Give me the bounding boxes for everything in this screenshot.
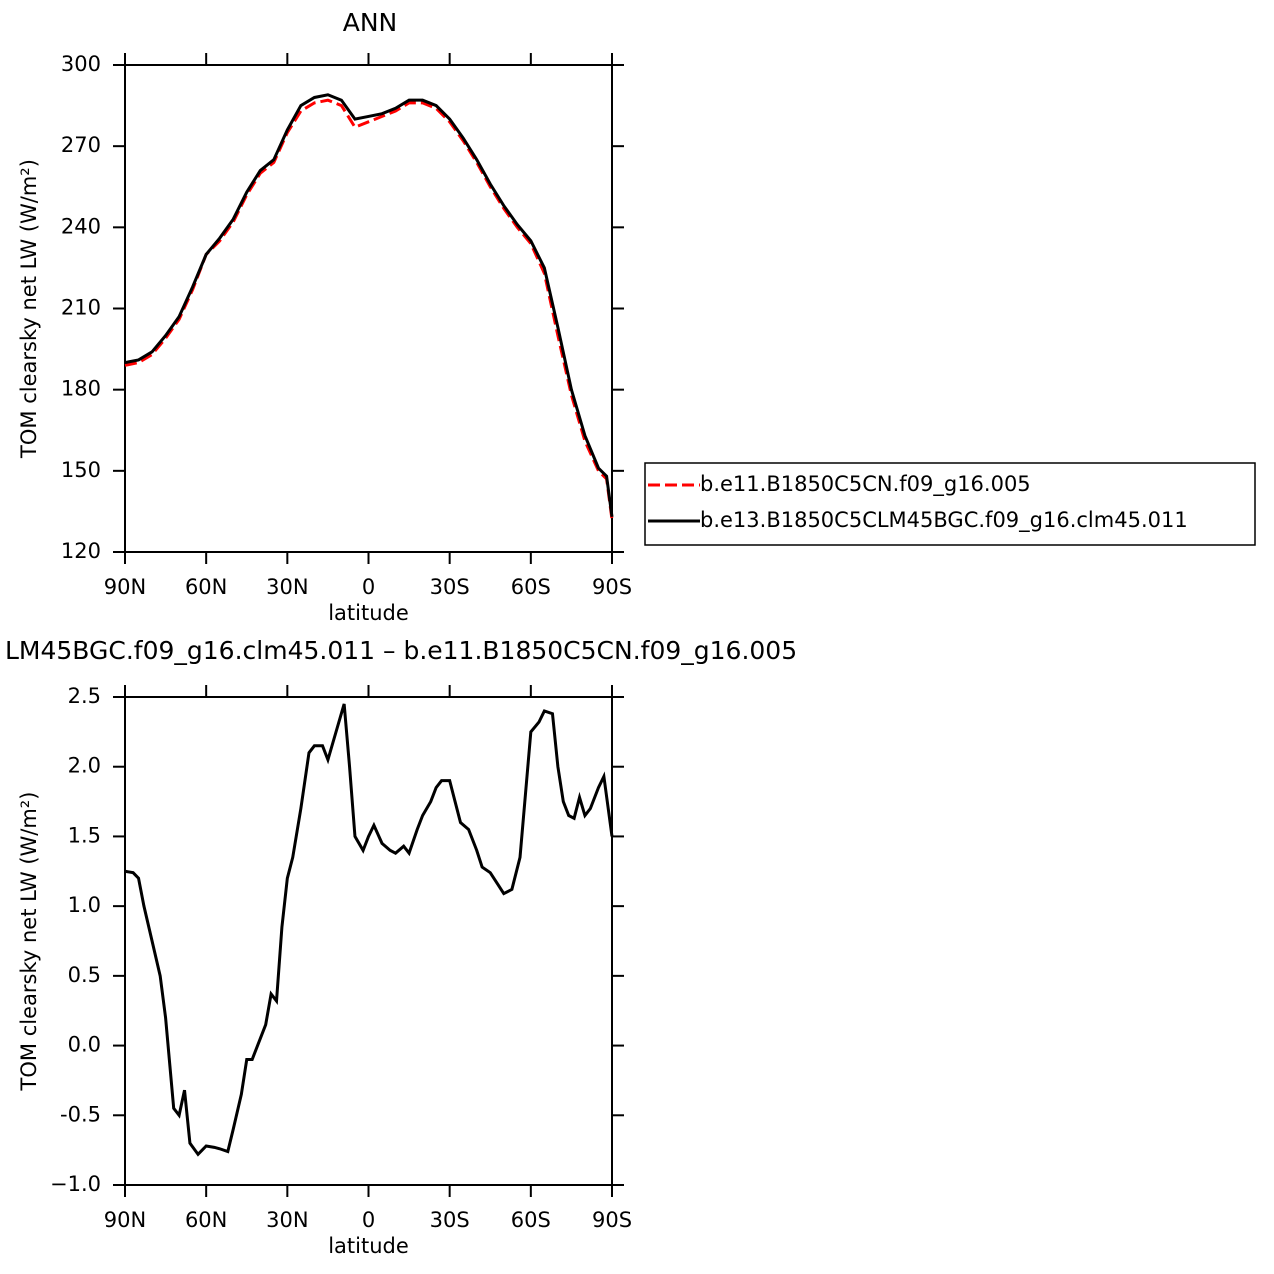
legend-box — [644, 462, 1256, 546]
x-tick-label: 30S — [430, 1208, 470, 1232]
x-tick-label: 90N — [104, 575, 146, 599]
y-tick-label: 1.0 — [68, 893, 101, 917]
y-tick-label: 270 — [61, 133, 101, 157]
y-tick-label: 120 — [61, 539, 101, 563]
data-line — [124, 703, 614, 1157]
data-line — [124, 98, 614, 520]
y-tick-label: 2.5 — [68, 684, 101, 708]
x-tick-label: 60S — [511, 575, 551, 599]
x-tick-label: 90S — [592, 1208, 632, 1232]
y-axis-label: TOM clearsky net LW (W/m²) — [17, 159, 41, 459]
x-tick-label: 0 — [362, 575, 375, 599]
y-tick-label: 1.5 — [68, 823, 101, 847]
chart-title: ANN — [343, 8, 398, 37]
y-tick-label: 0.5 — [68, 963, 101, 987]
x-axis-label: latitude — [328, 601, 409, 625]
plot-frame — [124, 64, 613, 553]
y-tick-label: 150 — [61, 458, 101, 482]
x-tick-label: 60S — [511, 1208, 551, 1232]
x-tick-label: 60N — [185, 575, 227, 599]
plot-frame — [124, 696, 613, 1186]
x-tick-label: 60N — [185, 1208, 227, 1232]
y-axis-label: TOM clearsky net LW (W/m²) — [17, 792, 41, 1092]
x-tick-label: 0 — [362, 1208, 375, 1232]
x-tick-label: 90N — [104, 1208, 146, 1232]
x-tick-label: 30N — [266, 575, 308, 599]
y-tick-label: 300 — [61, 52, 101, 76]
x-tick-label: 30S — [430, 575, 470, 599]
data-line — [124, 93, 614, 518]
y-tick-label: 0.0 — [68, 1033, 101, 1057]
y-tick-label: 180 — [61, 377, 101, 401]
legend-label: b.e11.B1850C5CN.f09_g16.005 — [700, 472, 1031, 497]
y-tick-label: 2.0 — [68, 754, 101, 778]
legend-label: b.e13.B1850C5CLM45BGC.f09_g16.clm45.011 — [700, 508, 1188, 533]
x-tick-label: 30N — [266, 1208, 308, 1232]
y-tick-label: 210 — [61, 296, 101, 320]
x-axis-label: latitude — [328, 1234, 409, 1258]
chart-title: LM45BGC.f09_g16.clm45.011 – b.e11.B1850C… — [5, 636, 797, 665]
x-tick-label: 90S — [592, 575, 632, 599]
y-tick-label: -0.5 — [60, 1102, 101, 1126]
y-tick-label: −1.0 — [50, 1172, 101, 1196]
y-tick-label: 240 — [61, 214, 101, 238]
